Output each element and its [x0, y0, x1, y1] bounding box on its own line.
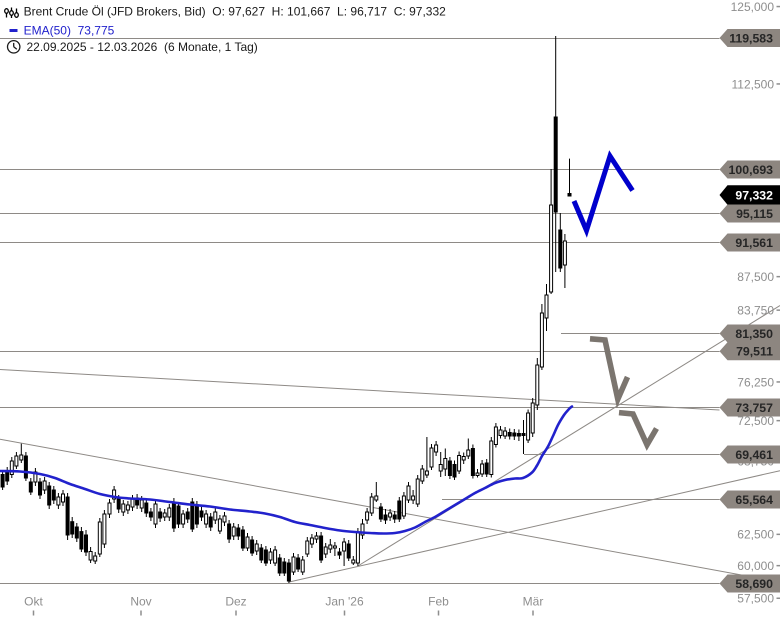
svg-text:97,332: 97,332	[735, 188, 773, 202]
svg-text:Brent Crude Öl (JFD Brokers, B: Brent Crude Öl (JFD Brokers, Bid) O: 97,…	[24, 5, 447, 19]
svg-text:81,350: 81,350	[735, 327, 773, 341]
svg-text:65,564: 65,564	[735, 493, 773, 507]
svg-text:62,500: 62,500	[737, 528, 774, 542]
svg-text:95,115: 95,115	[736, 207, 773, 221]
svg-text:125,000: 125,000	[731, 0, 775, 14]
svg-text:100,693: 100,693	[729, 163, 774, 177]
svg-text:79,511: 79,511	[736, 345, 773, 359]
svg-text:EMA(50) 73,775: EMA(50) 73,775	[24, 24, 115, 38]
svg-text:83,750: 83,750	[737, 303, 774, 317]
svg-text:Feb: Feb	[428, 595, 449, 609]
svg-text:22.09.2025 - 12.03.2026 (6 Mo: 22.09.2025 - 12.03.2026 (6 Monate, 1 Tag…	[27, 40, 258, 54]
svg-text:76,250: 76,250	[737, 375, 774, 389]
svg-text:112,500: 112,500	[732, 77, 775, 91]
svg-text:87,500: 87,500	[737, 270, 774, 284]
svg-text:Nov: Nov	[130, 595, 151, 609]
svg-text:Dez: Dez	[225, 595, 246, 609]
svg-text:119,583: 119,583	[729, 31, 773, 45]
svg-text:60,000: 60,000	[737, 559, 774, 573]
svg-text:91,561: 91,561	[735, 236, 773, 250]
svg-text:73,757: 73,757	[735, 401, 773, 415]
svg-text:Okt: Okt	[24, 595, 43, 609]
svg-text:69,461: 69,461	[735, 448, 773, 462]
svg-text:57,500: 57,500	[737, 592, 774, 606]
svg-text:Jan '26: Jan '26	[325, 595, 364, 609]
svg-text:Mär: Mär	[523, 595, 544, 609]
svg-text:58,690: 58,690	[735, 577, 773, 591]
